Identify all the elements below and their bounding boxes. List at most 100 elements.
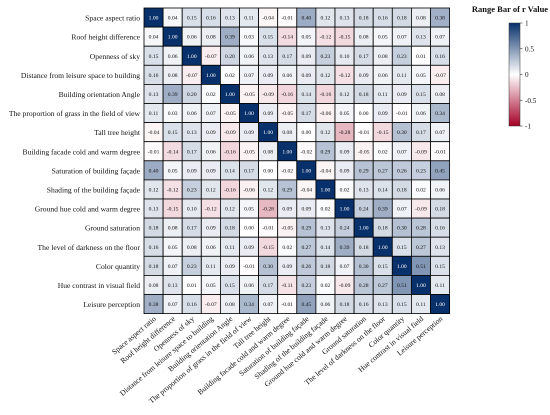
cell-value-label: 0.06 (378, 73, 388, 79)
cell-value-label: -0.01 (148, 149, 160, 155)
cell-value-label: 0.34 (435, 111, 445, 117)
cell-value-label: 0.28 (359, 283, 369, 289)
cell-value-label: -0.12 (167, 187, 179, 193)
cell-value-label: 0.09 (282, 264, 292, 270)
cell-value-label: 0.18 (149, 226, 159, 232)
cell-value-label: 0.14 (321, 245, 331, 251)
y-tick-label: The level of darkness on the floor (38, 243, 141, 252)
cell-value-label: 0.05 (301, 35, 311, 41)
y-tick-label: Building facade cold and warm degree (23, 147, 141, 156)
cell-value-label: -0.04 (262, 16, 274, 22)
cell-value-label: 0.29 (321, 149, 331, 155)
cell-value-label: 0.09 (206, 168, 216, 174)
cell-value-label: 0.17 (416, 130, 426, 136)
cell-value-label: 0.02 (206, 92, 216, 98)
cell-value-label: 0.08 (206, 35, 216, 41)
cell-value-label: -0.06 (243, 187, 255, 193)
cell-value-label: -0.28 (262, 207, 274, 213)
cell-value-label: 0.38 (149, 302, 159, 308)
cell-value-label: 0.27 (378, 283, 388, 289)
cell-value-label: 0.30 (397, 226, 407, 232)
y-tick-label: Openness of sky (90, 52, 140, 61)
cell-value-label: 1.00 (340, 207, 350, 213)
cell-value-label: 0.09 (301, 54, 311, 60)
cell-value-label: 1.00 (282, 149, 292, 155)
cell-value-label: -0.14 (167, 149, 179, 155)
cell-value-label: 0.08 (435, 92, 445, 98)
cell-value-label: 0.01 (416, 54, 426, 60)
cell-value-label: 0.17 (301, 111, 311, 117)
cell-value-label: 0.02 (416, 187, 426, 193)
cell-value-label: 0.06 (244, 54, 254, 60)
colorbar-gradient (508, 22, 521, 127)
cell-value-label: 0.13 (416, 35, 426, 41)
cell-value-label: -0.11 (282, 283, 294, 289)
cell-value-label: 0.08 (187, 245, 197, 251)
cell-value-label: 0.09 (206, 226, 216, 232)
cell-value-label: 0.18 (225, 226, 235, 232)
cell-value-label: -0.01 (281, 302, 293, 308)
cell-value-label: -0.15 (377, 130, 389, 136)
cell-value-label: 0.15 (416, 92, 426, 98)
cell-value-label: 0.23 (321, 54, 331, 60)
cell-value-label: 0.40 (149, 168, 159, 174)
cell-value-label: 0.06 (206, 149, 216, 155)
cell-value-label: 0.07 (244, 73, 254, 79)
cell-value-label: 0.18 (321, 264, 331, 270)
cell-value-label: -0.12 (205, 207, 217, 213)
cell-value-label: 0.13 (321, 226, 331, 232)
cell-value-label: 0.07 (168, 264, 178, 270)
cell-value-label: -0.04 (148, 130, 160, 136)
cell-value-label: -0.05 (224, 111, 236, 117)
colorbar-tick-label: 0.5 (525, 45, 534, 53)
cell-value-label: 0.13 (225, 16, 235, 22)
colorbar: Range Bar of r Value 1 0.5 0 -0.5 -1 (472, 4, 548, 131)
cell-value-label: -0.01 (396, 111, 408, 117)
cell-value-label: 0.02 (282, 245, 292, 251)
cell-value-label: 0.07 (435, 35, 445, 41)
cell-value-label: 0.18 (359, 92, 369, 98)
cell-value-label: -0.07 (205, 54, 217, 60)
cell-value-label: 0.40 (301, 16, 311, 22)
cell-value-label: 0.09 (244, 130, 254, 136)
y-tick-label: The proportion of grass in the field of … (9, 109, 141, 118)
cell-value-label: 0.06 (321, 302, 331, 308)
cell-value-label: -0.16 (320, 92, 332, 98)
cell-value-label: 1.00 (359, 226, 369, 232)
cell-value-label: 0.15 (397, 302, 407, 308)
cell-value-label: 0.08 (168, 226, 178, 232)
cell-value-label: 0.16 (149, 245, 159, 251)
cell-value-label: 0.07 (397, 35, 407, 41)
cell-value-label: -0.05 (243, 149, 255, 155)
cell-value-label: 0.27 (416, 245, 426, 251)
cell-value-label: 0.06 (244, 283, 254, 289)
cell-value-label: 0.03 (244, 35, 254, 41)
cell-value-label: 0.11 (416, 302, 426, 308)
cell-value-label: -0.07 (186, 73, 198, 79)
cell-value-label: 0.17 (263, 283, 273, 289)
cell-value-label: 0.10 (340, 54, 350, 60)
cell-value-label: 0.05 (340, 111, 350, 117)
cell-value-label: 0.06 (168, 54, 178, 60)
cell-value-label: 0.09 (301, 73, 311, 79)
cell-value-label: 0.06 (206, 245, 216, 251)
cell-value-label: 0.51 (397, 283, 407, 289)
cell-value-label: -0.28 (339, 130, 351, 136)
cell-value-label: -0.06 (320, 111, 332, 117)
cell-value-label: 0.18 (359, 245, 369, 251)
cell-value-label: 0.39 (168, 92, 178, 98)
cell-value-label: 0.12 (321, 16, 331, 22)
cell-value-label: -0.04 (301, 187, 313, 193)
cell-value-label: -0.14 (281, 35, 293, 41)
cell-value-label: 0.18 (397, 16, 407, 22)
cell-value-label: 0.15 (263, 35, 273, 41)
cell-value-label: 0.27 (378, 168, 388, 174)
cell-value-label: 1.00 (397, 264, 407, 270)
y-tick-label: Distance from leisure space to building (21, 71, 140, 80)
cell-value-label: 0.06 (435, 187, 445, 193)
cell-value-label: 0.04 (149, 35, 159, 41)
cell-value-label: -0.01 (434, 149, 446, 155)
cell-value-label: 1.00 (378, 245, 388, 251)
cell-value-label: 0.09 (282, 207, 292, 213)
